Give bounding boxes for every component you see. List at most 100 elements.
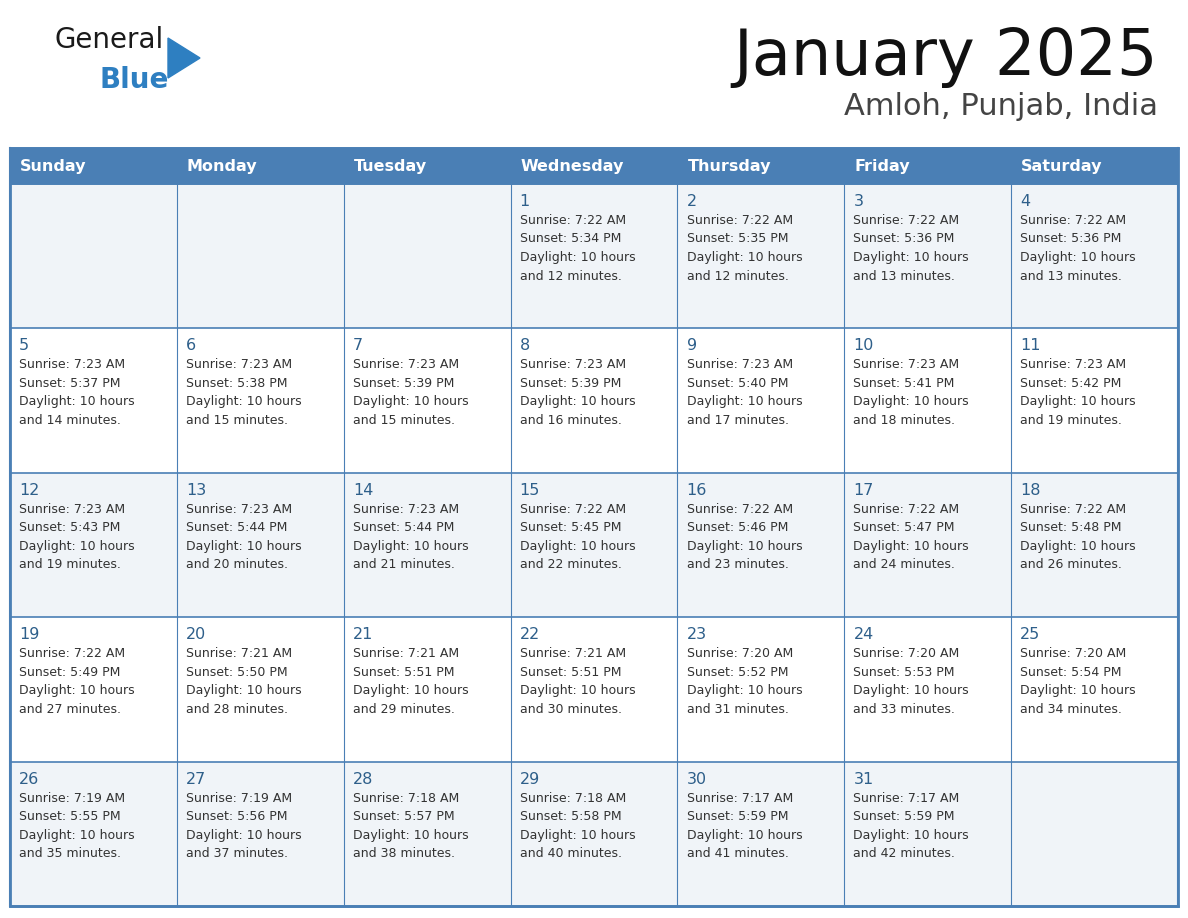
Bar: [1011, 329, 1178, 473]
Text: 4: 4: [1020, 194, 1030, 209]
Bar: [343, 762, 511, 906]
Text: 2: 2: [687, 194, 696, 209]
Text: 3: 3: [853, 194, 864, 209]
Text: Sunrise: 7:23 AM
Sunset: 5:43 PM
Daylight: 10 hours
and 19 minutes.: Sunrise: 7:23 AM Sunset: 5:43 PM Dayligh…: [19, 503, 134, 571]
Text: Sunrise: 7:23 AM
Sunset: 5:44 PM
Daylight: 10 hours
and 20 minutes.: Sunrise: 7:23 AM Sunset: 5:44 PM Dayligh…: [187, 503, 302, 571]
Text: 7: 7: [353, 339, 364, 353]
Text: 16: 16: [687, 483, 707, 498]
Bar: [10, 148, 177, 184]
Text: General: General: [55, 26, 164, 54]
Text: Blue: Blue: [100, 66, 170, 94]
Text: Sunrise: 7:18 AM
Sunset: 5:58 PM
Daylight: 10 hours
and 40 minutes.: Sunrise: 7:18 AM Sunset: 5:58 PM Dayligh…: [519, 791, 636, 860]
Text: Sunrise: 7:19 AM
Sunset: 5:56 PM
Daylight: 10 hours
and 37 minutes.: Sunrise: 7:19 AM Sunset: 5:56 PM Dayligh…: [187, 791, 302, 860]
Text: Monday: Monday: [187, 159, 258, 174]
Bar: [343, 473, 511, 617]
Text: Sunrise: 7:17 AM
Sunset: 5:59 PM
Daylight: 10 hours
and 41 minutes.: Sunrise: 7:17 AM Sunset: 5:59 PM Dayligh…: [687, 791, 802, 860]
Text: Sunrise: 7:22 AM
Sunset: 5:45 PM
Daylight: 10 hours
and 22 minutes.: Sunrise: 7:22 AM Sunset: 5:45 PM Dayligh…: [519, 503, 636, 571]
Text: Sunrise: 7:21 AM
Sunset: 5:50 PM
Daylight: 10 hours
and 28 minutes.: Sunrise: 7:21 AM Sunset: 5:50 PM Dayligh…: [187, 647, 302, 716]
Bar: [1011, 473, 1178, 617]
Text: Friday: Friday: [854, 159, 910, 174]
Bar: [177, 148, 343, 184]
Text: Sunrise: 7:23 AM
Sunset: 5:40 PM
Daylight: 10 hours
and 17 minutes.: Sunrise: 7:23 AM Sunset: 5:40 PM Dayligh…: [687, 358, 802, 427]
Bar: [1011, 184, 1178, 329]
Bar: [177, 762, 343, 906]
Text: 31: 31: [853, 772, 873, 787]
Text: Sunrise: 7:22 AM
Sunset: 5:35 PM
Daylight: 10 hours
and 12 minutes.: Sunrise: 7:22 AM Sunset: 5:35 PM Dayligh…: [687, 214, 802, 283]
Text: 14: 14: [353, 483, 373, 498]
Text: Thursday: Thursday: [688, 159, 771, 174]
Text: Sunrise: 7:23 AM
Sunset: 5:42 PM
Daylight: 10 hours
and 19 minutes.: Sunrise: 7:23 AM Sunset: 5:42 PM Dayligh…: [1020, 358, 1136, 427]
Text: Sunrise: 7:17 AM
Sunset: 5:59 PM
Daylight: 10 hours
and 42 minutes.: Sunrise: 7:17 AM Sunset: 5:59 PM Dayligh…: [853, 791, 969, 860]
Text: 18: 18: [1020, 483, 1041, 498]
Text: 21: 21: [353, 627, 373, 643]
Bar: [511, 148, 677, 184]
Bar: [511, 184, 677, 329]
Text: 25: 25: [1020, 627, 1041, 643]
Text: Sunrise: 7:20 AM
Sunset: 5:52 PM
Daylight: 10 hours
and 31 minutes.: Sunrise: 7:20 AM Sunset: 5:52 PM Dayligh…: [687, 647, 802, 716]
Text: Sunrise: 7:19 AM
Sunset: 5:55 PM
Daylight: 10 hours
and 35 minutes.: Sunrise: 7:19 AM Sunset: 5:55 PM Dayligh…: [19, 791, 134, 860]
Bar: [343, 617, 511, 762]
Text: 6: 6: [187, 339, 196, 353]
Text: 29: 29: [519, 772, 541, 787]
Text: 12: 12: [19, 483, 39, 498]
Text: Sunrise: 7:21 AM
Sunset: 5:51 PM
Daylight: 10 hours
and 30 minutes.: Sunrise: 7:21 AM Sunset: 5:51 PM Dayligh…: [519, 647, 636, 716]
Bar: [677, 329, 845, 473]
Bar: [677, 184, 845, 329]
Text: 26: 26: [19, 772, 39, 787]
Text: Sunrise: 7:18 AM
Sunset: 5:57 PM
Daylight: 10 hours
and 38 minutes.: Sunrise: 7:18 AM Sunset: 5:57 PM Dayligh…: [353, 791, 468, 860]
Bar: [10, 617, 177, 762]
Bar: [177, 473, 343, 617]
Text: Sunrise: 7:22 AM
Sunset: 5:36 PM
Daylight: 10 hours
and 13 minutes.: Sunrise: 7:22 AM Sunset: 5:36 PM Dayligh…: [1020, 214, 1136, 283]
Bar: [677, 617, 845, 762]
Text: 15: 15: [519, 483, 541, 498]
Text: Sunday: Sunday: [20, 159, 87, 174]
Text: 28: 28: [353, 772, 373, 787]
Text: 9: 9: [687, 339, 696, 353]
Text: Sunrise: 7:20 AM
Sunset: 5:54 PM
Daylight: 10 hours
and 34 minutes.: Sunrise: 7:20 AM Sunset: 5:54 PM Dayligh…: [1020, 647, 1136, 716]
Text: 23: 23: [687, 627, 707, 643]
Text: 19: 19: [19, 627, 39, 643]
Text: 1: 1: [519, 194, 530, 209]
Bar: [511, 617, 677, 762]
Bar: [845, 762, 1011, 906]
Bar: [177, 617, 343, 762]
Text: Sunrise: 7:23 AM
Sunset: 5:39 PM
Daylight: 10 hours
and 16 minutes.: Sunrise: 7:23 AM Sunset: 5:39 PM Dayligh…: [519, 358, 636, 427]
Text: Sunrise: 7:21 AM
Sunset: 5:51 PM
Daylight: 10 hours
and 29 minutes.: Sunrise: 7:21 AM Sunset: 5:51 PM Dayligh…: [353, 647, 468, 716]
Text: Saturday: Saturday: [1022, 159, 1102, 174]
Bar: [845, 148, 1011, 184]
Bar: [677, 473, 845, 617]
Bar: [511, 762, 677, 906]
Text: Sunrise: 7:23 AM
Sunset: 5:41 PM
Daylight: 10 hours
and 18 minutes.: Sunrise: 7:23 AM Sunset: 5:41 PM Dayligh…: [853, 358, 969, 427]
Polygon shape: [168, 38, 200, 78]
Text: 22: 22: [519, 627, 541, 643]
Text: 5: 5: [19, 339, 30, 353]
Text: Tuesday: Tuesday: [354, 159, 426, 174]
Text: Sunrise: 7:22 AM
Sunset: 5:47 PM
Daylight: 10 hours
and 24 minutes.: Sunrise: 7:22 AM Sunset: 5:47 PM Dayligh…: [853, 503, 969, 571]
Bar: [845, 329, 1011, 473]
Text: 11: 11: [1020, 339, 1041, 353]
Bar: [1011, 148, 1178, 184]
Bar: [10, 184, 177, 329]
Text: 10: 10: [853, 339, 874, 353]
Text: 20: 20: [187, 627, 207, 643]
Bar: [177, 329, 343, 473]
Text: Sunrise: 7:22 AM
Sunset: 5:36 PM
Daylight: 10 hours
and 13 minutes.: Sunrise: 7:22 AM Sunset: 5:36 PM Dayligh…: [853, 214, 969, 283]
Text: Sunrise: 7:22 AM
Sunset: 5:49 PM
Daylight: 10 hours
and 27 minutes.: Sunrise: 7:22 AM Sunset: 5:49 PM Dayligh…: [19, 647, 134, 716]
Text: Sunrise: 7:22 AM
Sunset: 5:34 PM
Daylight: 10 hours
and 12 minutes.: Sunrise: 7:22 AM Sunset: 5:34 PM Dayligh…: [519, 214, 636, 283]
Bar: [511, 473, 677, 617]
Text: Amloh, Punjab, India: Amloh, Punjab, India: [843, 92, 1158, 121]
Text: Sunrise: 7:23 AM
Sunset: 5:44 PM
Daylight: 10 hours
and 21 minutes.: Sunrise: 7:23 AM Sunset: 5:44 PM Dayligh…: [353, 503, 468, 571]
Text: 24: 24: [853, 627, 873, 643]
Bar: [343, 184, 511, 329]
Bar: [1011, 617, 1178, 762]
Text: Sunrise: 7:23 AM
Sunset: 5:39 PM
Daylight: 10 hours
and 15 minutes.: Sunrise: 7:23 AM Sunset: 5:39 PM Dayligh…: [353, 358, 468, 427]
Bar: [10, 762, 177, 906]
Bar: [343, 148, 511, 184]
Bar: [677, 148, 845, 184]
Text: Sunrise: 7:23 AM
Sunset: 5:38 PM
Daylight: 10 hours
and 15 minutes.: Sunrise: 7:23 AM Sunset: 5:38 PM Dayligh…: [187, 358, 302, 427]
Bar: [10, 148, 1178, 906]
Text: 17: 17: [853, 483, 874, 498]
Bar: [845, 184, 1011, 329]
Text: Sunrise: 7:22 AM
Sunset: 5:48 PM
Daylight: 10 hours
and 26 minutes.: Sunrise: 7:22 AM Sunset: 5:48 PM Dayligh…: [1020, 503, 1136, 571]
Text: 8: 8: [519, 339, 530, 353]
